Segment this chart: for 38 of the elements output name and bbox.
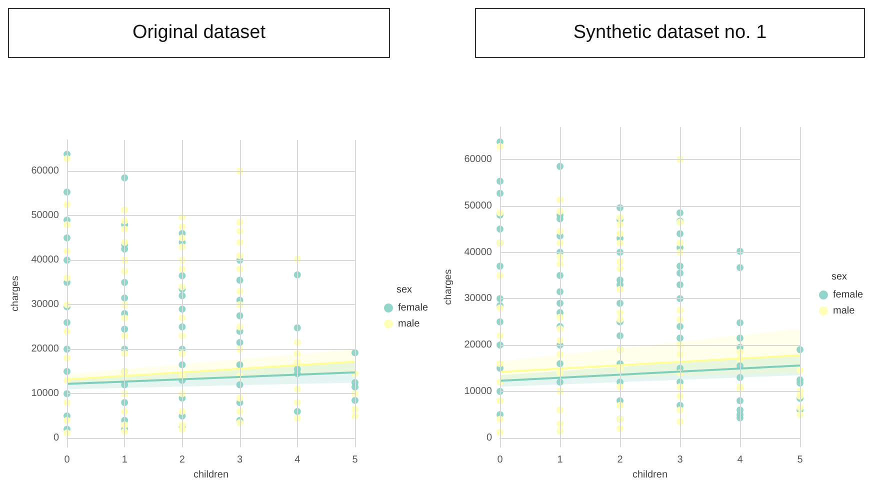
y-tick-label: 0 <box>53 432 60 444</box>
y-tick-label: 60000 <box>31 166 60 177</box>
y-tick-label: 50000 <box>464 200 492 212</box>
x-tick-label: 1 <box>122 454 128 466</box>
x-tick-label: 0 <box>64 454 70 466</box>
legend-title: sex <box>831 272 847 282</box>
y-axis-title: charges <box>10 276 21 312</box>
x-axis-title: children <box>632 470 668 480</box>
x-tick-label: 2 <box>617 454 624 466</box>
y-tick-label: 30000 <box>31 299 60 310</box>
y-tick-label: 40000 <box>464 246 492 258</box>
chart-title: Original dataset <box>8 8 390 58</box>
y-tick-label: 20000 <box>31 344 60 355</box>
y-tick-label: 30000 <box>464 293 492 304</box>
legend-label: male <box>398 318 420 330</box>
y-tick-label: 20000 <box>464 340 492 351</box>
y-tick-label: 40000 <box>31 254 60 266</box>
y-tick-label: 50000 <box>31 210 60 222</box>
x-tick-label: 5 <box>352 454 358 466</box>
x-tick-label: 3 <box>237 454 244 466</box>
x-tick-label: 0 <box>497 454 504 466</box>
x-tick-label: 3 <box>677 454 684 466</box>
y-tick-label: 10000 <box>31 388 60 400</box>
x-axis-title: children <box>193 470 229 480</box>
x-tick-label: 2 <box>179 454 186 466</box>
x-tick-label: 4 <box>294 454 301 466</box>
legend-label: female <box>832 290 864 300</box>
y-tick-label: 60000 <box>464 154 492 165</box>
legend-label: male <box>832 306 856 316</box>
y-axis-title: charges <box>442 269 454 305</box>
y-tick-label: 10000 <box>464 386 492 397</box>
x-tick-label: 5 <box>797 454 804 466</box>
x-tick-label: 4 <box>737 454 744 466</box>
legend-label: female <box>398 302 428 314</box>
y-tick-label: 0 <box>486 432 492 444</box>
legend-title: sex <box>396 284 412 296</box>
x-tick-label: 1 <box>557 454 564 466</box>
chart-title: Synthetic dataset no. 1 <box>475 8 865 58</box>
